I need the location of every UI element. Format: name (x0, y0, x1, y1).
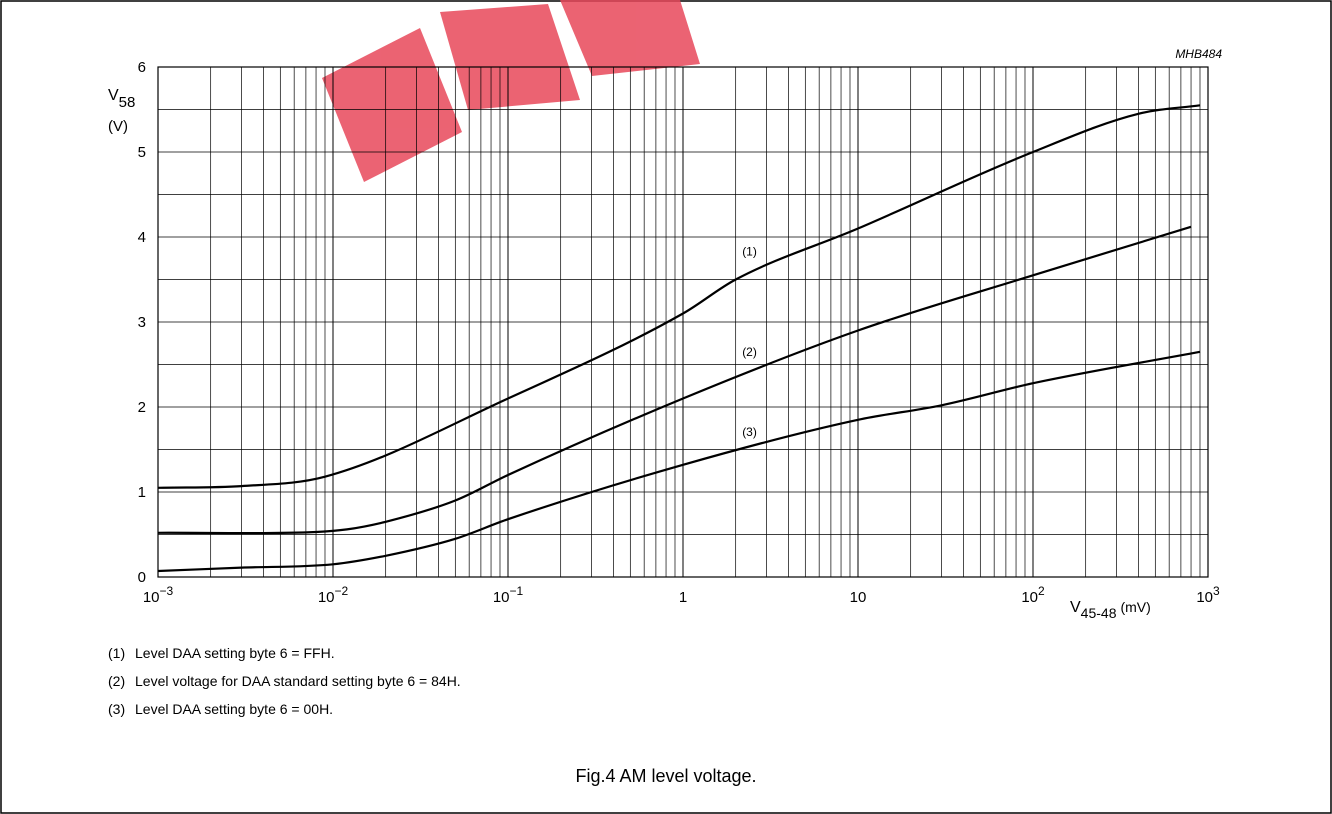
figure-note-number: (1) (108, 645, 126, 661)
x-tick-label: 10−2 (318, 584, 349, 606)
x-tick-label: 1 (679, 589, 687, 606)
x-tick-label: 102 (1021, 584, 1045, 606)
curve-label-2: (2) (742, 345, 757, 359)
y-tick-label: 2 (138, 399, 146, 416)
x-axis-subscript: 45-48 (1081, 605, 1117, 621)
y-axis-label: V58 (V) (108, 87, 135, 135)
x-axis-symbol: V (1070, 599, 1081, 616)
data-curves (157, 104, 1201, 573)
x-axis-label: V45-48 (mV) (1070, 599, 1151, 621)
x-tick-label: 10 (850, 589, 867, 606)
curve-3 (157, 350, 1201, 573)
curve-label-1: (1) (742, 245, 757, 259)
y-axis-subscript: 58 (119, 94, 136, 111)
y-axis-unit: (V) (108, 118, 128, 135)
figure-note-number: (2) (108, 673, 126, 689)
x-tick-labels: 10−3 10−2 10−1 1 10 102 103 (143, 584, 1220, 606)
figure-note: (1) Level DAA setting byte 6 = FFH. (108, 645, 335, 661)
watermark-block-1 (322, 28, 462, 182)
y-tick-label: 6 (138, 59, 146, 76)
plot-border (157, 66, 1209, 578)
figure-note: (3) Level DAA setting byte 6 = 00H. (108, 701, 333, 717)
y-tick-labels: 0 1 2 3 4 5 6 (138, 59, 146, 586)
x-tick-label: 10−1 (493, 584, 524, 606)
x-tick-label: 103 (1196, 584, 1220, 606)
x-tick-label: 10−3 (143, 584, 174, 606)
svg-text:V58: V58 (108, 87, 135, 111)
y-tick-label: 1 (138, 484, 146, 501)
y-tick-label: 0 (138, 569, 146, 586)
watermark-block-3 (560, 0, 700, 76)
figure-id-label: MHB484 (1175, 47, 1222, 61)
x-axis-unit: (mV) (1120, 599, 1150, 615)
y-tick-label: 3 (138, 314, 146, 331)
figure-caption: Fig.4 AM level voltage. (575, 766, 757, 786)
figure-note: (2) Level voltage for DAA standard settin… (108, 673, 461, 689)
y-axis-symbol: V (108, 87, 119, 104)
svg-text:V45-48(mV): V45-48 (mV) (1070, 599, 1151, 621)
curve-label-3: (3) (742, 425, 757, 439)
y-tick-label: 4 (138, 229, 146, 246)
plot-grid (158, 67, 1208, 577)
figure-note-number: (3) (108, 701, 126, 717)
watermark-logo (322, 0, 700, 182)
curve-2 (157, 225, 1192, 535)
figure-note-text: Level DAA setting byte 6 = FFH. (135, 645, 335, 661)
figure-note-text: Level DAA setting byte 6 = 00H. (135, 701, 334, 717)
curve-1 (157, 104, 1201, 489)
y-tick-label: 5 (138, 144, 146, 161)
watermark-block-2 (440, 4, 580, 110)
figure-note-text: Level voltage for DAA standard setting b… (135, 673, 461, 689)
curve-labels: (1) (2) (3) (742, 245, 757, 439)
